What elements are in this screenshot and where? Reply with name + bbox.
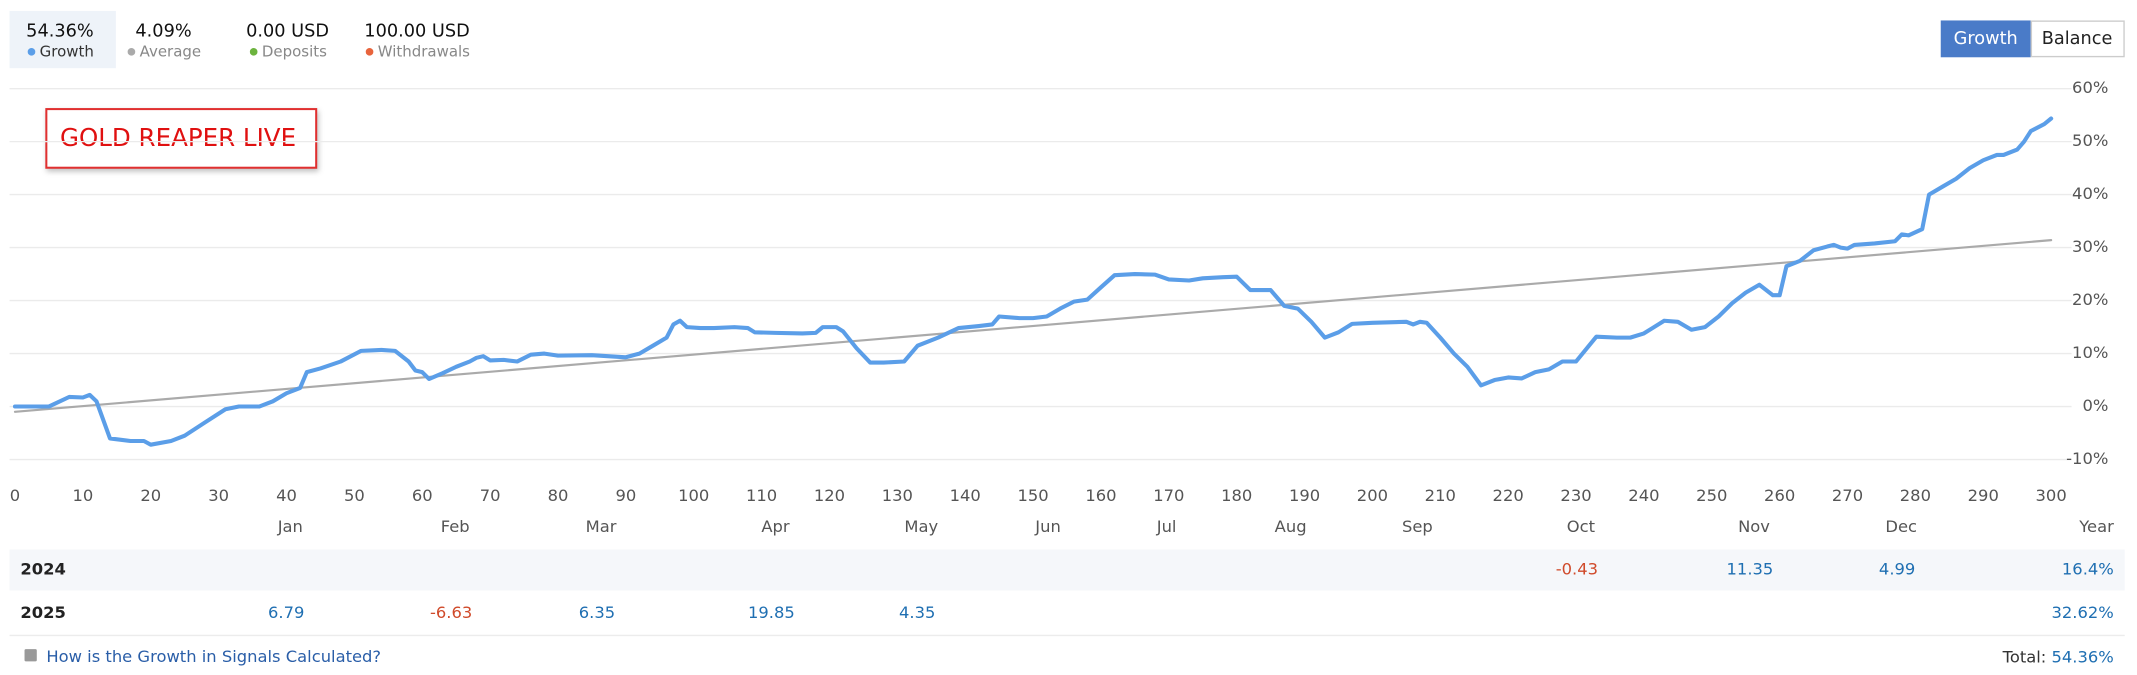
total-value: 54.36% [2052,647,2114,666]
y-tick-label: 20% [2072,290,2108,309]
growth-tab-label[interactable]: Growth [1954,29,2018,49]
active-stat-bg [9,10,116,69]
x-tick-label: 240 [1628,486,1659,505]
stat-value: 100.00 USD [364,21,469,41]
x-tick-label: 210 [1425,486,1456,505]
month-label: Nov [1738,517,1770,536]
stat-value: 4.09% [135,21,191,41]
month-label: Year [2078,517,2114,536]
month-label: Apr [761,517,790,536]
month-label: Jan [277,517,303,536]
month-label: Jul [1156,517,1177,536]
month-label: May [904,517,938,536]
x-tick-label: 110 [746,486,777,505]
x-tick-label: 120 [814,486,845,505]
month-label: Dec [1885,517,1917,536]
month-value: 19.85 [748,603,795,622]
y-tick-label: 30% [2072,237,2108,256]
x-tick-label: 200 [1357,486,1388,505]
legend-dot [365,48,374,56]
x-tick-label: 190 [1289,486,1320,505]
x-tick-label: 220 [1493,486,1524,505]
month-label: Jun [1034,517,1061,536]
x-tick-label: 60 [412,486,433,505]
series-line [13,239,2053,413]
x-tick-label: 270 [1832,486,1863,505]
x-tick-label: 10 [72,486,93,505]
help-link[interactable]: How is the Growth in Signals Calculated? [46,647,381,666]
total: Total: 54.36% [2002,647,2114,666]
y-tick-label: 60% [2072,78,2108,97]
x-tick-label: 280 [1900,486,1931,505]
row-year: 2024 [20,559,65,578]
y-tick-label: 50% [2072,131,2108,150]
stat-value: 54.36% [26,21,94,41]
stat-value: 0.00 USD [246,21,329,41]
balance-tab[interactable] [2030,20,2125,58]
x-tick-label: 230 [1560,486,1591,505]
annotation: GOLD REAPER LIVE [60,123,296,152]
x-tick-label: 150 [1017,486,1048,505]
y-tick-label: 40% [2072,184,2108,203]
month-value: -6.63 [430,603,472,622]
x-tick-label: 0 [10,486,20,505]
month-label: Oct [1567,517,1596,536]
x-tick-label: 140 [950,486,981,505]
x-tick-label: 50 [344,486,365,505]
stat-label: Growth [40,42,94,60]
total-label: Total: [2002,647,2047,666]
x-tick-label: 180 [1221,486,1252,505]
month-value: 4.99 [1879,559,1915,578]
x-tick-label: 40 [276,486,297,505]
x-tick-label: 170 [1153,486,1184,505]
x-tick-label: 100 [678,486,709,505]
x-tick-label: 160 [1085,486,1116,505]
month-label: Mar [586,517,617,536]
x-tick-label: 300 [2036,486,2067,505]
x-tick-label: 260 [1764,486,1795,505]
x-tick-label: 30 [208,486,229,505]
month-value: 6.79 [268,603,304,622]
month-value: 6.35 [579,603,615,622]
y-tick-label: 10% [2072,343,2108,362]
row-band [9,549,2125,591]
x-tick-label: 20 [140,486,161,505]
legend-dot [249,48,258,56]
x-tick-label: 90 [615,486,636,505]
month-label: Sep [1402,517,1433,536]
month-value: -0.43 [1556,559,1598,578]
month-value: 11.35 [1727,559,1774,578]
month-value: 4.35 [899,603,935,622]
series-line [12,116,2054,447]
x-tick-label: 70 [480,486,501,505]
stat-label: Withdrawals [378,42,470,60]
growth-tab[interactable] [1940,20,2031,58]
x-tick-label: 290 [1968,486,1999,505]
x-tick-label: 80 [548,486,569,505]
legend-dot [27,48,36,56]
month-value: 16.4% [2062,559,2114,578]
legend-dot [127,48,136,56]
month-label: Feb [441,517,470,536]
y-tick-label: 0% [2082,396,2108,415]
stat-label: Deposits [262,42,327,60]
month-value: 32.62% [2052,603,2114,622]
stat-label: Average [140,42,202,60]
help-icon[interactable] [24,649,37,662]
annotation-box [45,108,318,169]
month-label: Aug [1275,517,1307,536]
x-tick-label: 130 [882,486,913,505]
row-year: 2025 [20,603,65,622]
x-tick-label: 250 [1696,486,1727,505]
balance-tab-label[interactable]: Balance [2042,29,2113,49]
y-tick-label: -10% [2066,449,2108,468]
